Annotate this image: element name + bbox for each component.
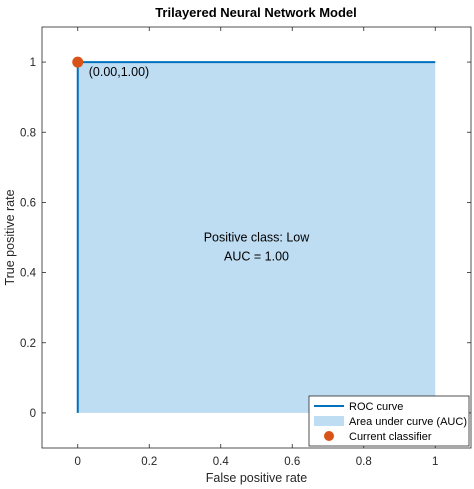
y-tick-label: 0.2 xyxy=(20,338,36,350)
x-tick-label: 0.4 xyxy=(213,456,230,468)
y-tick-label: 0.6 xyxy=(20,197,36,209)
point-label: (0.00,1.00) xyxy=(89,65,149,79)
x-tick-label: 0.2 xyxy=(141,456,157,468)
y-axis-label: True positive rate xyxy=(3,189,17,285)
auc-area xyxy=(77,62,436,413)
y-axis-ticks: 0 0.2 0.4 0.6 0.8 1 xyxy=(20,57,471,420)
y-tick-label: 0.8 xyxy=(20,127,36,139)
y-tick-label: 0 xyxy=(30,408,36,420)
legend-roc-label: ROC curve xyxy=(349,401,403,413)
y-tick-label: 0.4 xyxy=(20,268,37,280)
chart-title: Trilayered Neural Network Model xyxy=(155,5,357,20)
y-tick-label: 1 xyxy=(30,57,36,69)
x-axis-label: False positive rate xyxy=(206,471,307,485)
auc-label: AUC = 1.00 xyxy=(224,250,289,264)
legend-classifier-label: Current classifier xyxy=(349,431,432,443)
x-axis-ticks: 0 0.2 0.4 0.6 0.8 1 xyxy=(75,27,438,468)
x-tick-label: 1 xyxy=(432,456,438,468)
legend: ROC curve Area under curve (AUC) Current… xyxy=(308,395,470,447)
x-tick-label: 0 xyxy=(75,456,81,468)
x-tick-label: 0.6 xyxy=(284,456,300,468)
legend-auc-label: Area under curve (AUC) xyxy=(349,416,467,428)
legend-auc-swatch xyxy=(314,416,344,426)
plot-area: (0.00,1.00) Positive class: Low AUC = 1.… xyxy=(72,56,436,413)
legend-classifier-swatch xyxy=(324,431,334,441)
axes-box xyxy=(41,26,472,449)
current-classifier-point xyxy=(72,56,84,68)
x-tick-label: 0.8 xyxy=(356,456,372,468)
positive-class-label: Positive class: Low xyxy=(204,231,311,245)
